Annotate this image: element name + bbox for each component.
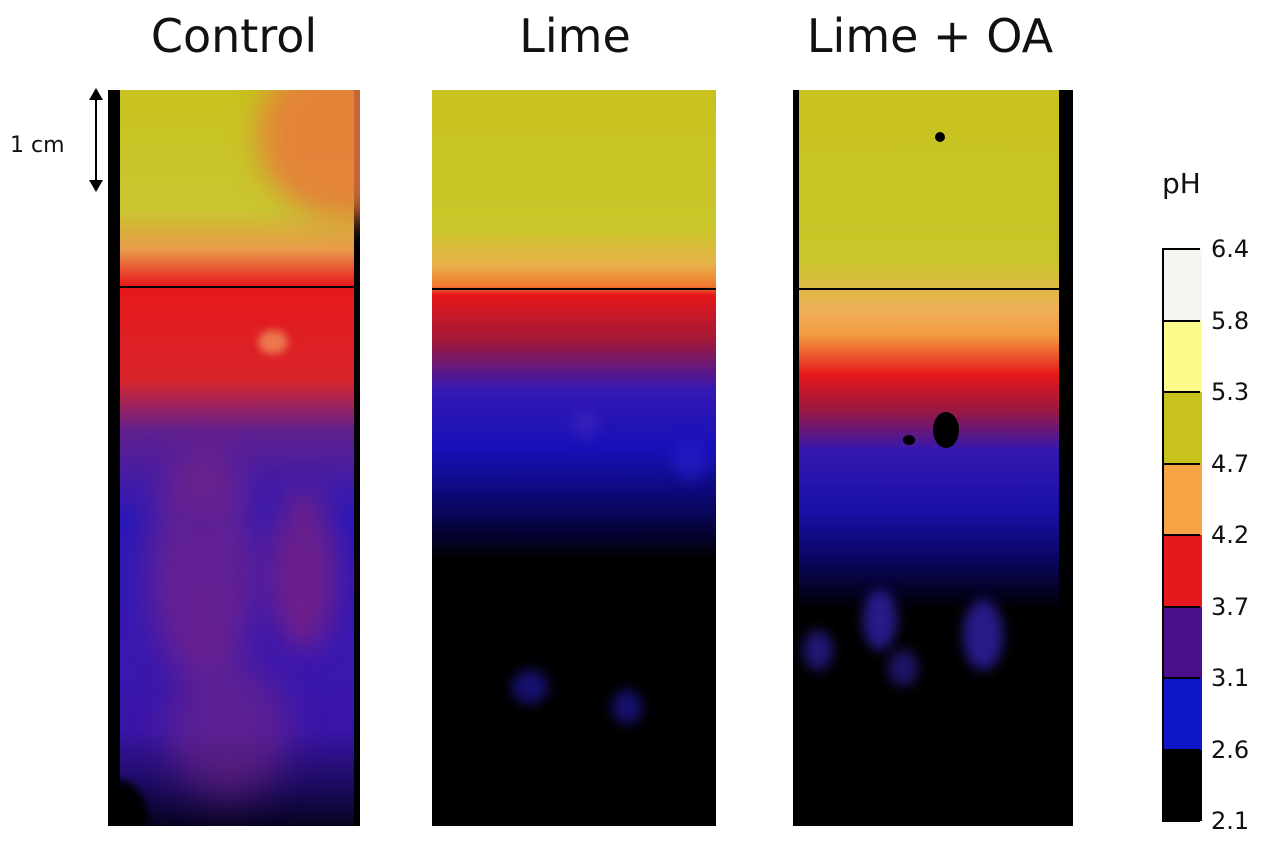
legend-value-label: 5.8 bbox=[1211, 306, 1250, 335]
panel-title-control: Control bbox=[150, 9, 318, 63]
legend-tick bbox=[1162, 820, 1200, 822]
legend-swatch bbox=[1164, 749, 1202, 821]
panel-title-lime: Lime bbox=[519, 9, 631, 63]
legend-title: pH bbox=[1162, 167, 1201, 200]
legend-swatch bbox=[1164, 320, 1202, 392]
legend-tick bbox=[1162, 677, 1200, 679]
legend-swatch bbox=[1164, 463, 1202, 535]
legend-value-label: 2.6 bbox=[1211, 735, 1250, 764]
legend-value-label: 5.3 bbox=[1211, 378, 1250, 406]
control-ph-image bbox=[108, 90, 360, 826]
legend-value-label: 3.1 bbox=[1211, 664, 1250, 692]
legend-tick bbox=[1162, 534, 1200, 536]
legend-tick bbox=[1162, 748, 1200, 751]
legend-value-label: 4.2 bbox=[1211, 521, 1250, 549]
legend-swatch bbox=[1164, 535, 1202, 607]
legend-swatch bbox=[1164, 392, 1202, 464]
legend-value-label: 4.7 bbox=[1211, 449, 1250, 478]
legend-value-label: 3.7 bbox=[1211, 592, 1250, 621]
legend-tick bbox=[1162, 391, 1200, 393]
legend-value-label: 6.4 bbox=[1211, 235, 1250, 263]
scale-bar-label: 1 cm bbox=[10, 133, 65, 158]
legend-swatch bbox=[1164, 249, 1202, 321]
legend-value-label: 2.1 bbox=[1211, 807, 1250, 835]
lime-ph-image bbox=[432, 90, 716, 826]
panel-title-lime-oa: Lime + OA bbox=[806, 9, 1054, 63]
legend-swatch bbox=[1164, 606, 1202, 678]
legend-tick bbox=[1162, 248, 1200, 250]
legend-tick bbox=[1162, 319, 1200, 322]
scale-bar-arrow-icon bbox=[89, 88, 103, 192]
ph-color-legend bbox=[1162, 249, 1202, 821]
legend-swatch bbox=[1164, 678, 1202, 750]
legend-tick bbox=[1162, 462, 1200, 465]
legend-tick bbox=[1162, 605, 1200, 608]
lime-oa-ph-image bbox=[793, 90, 1073, 826]
